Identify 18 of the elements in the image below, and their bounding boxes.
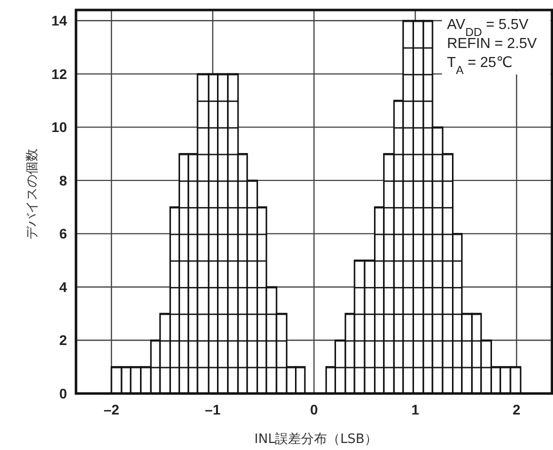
annotation: AV$_{DD}$ = 5.5V [447,17,529,38]
x-axis-title: INL誤差分布（LSB） [254,432,378,447]
annotation: T$_{A}$ = 25℃ [447,55,513,76]
x-tick-label: 1 [411,402,420,418]
y-axis-title: デバイスの個数 [25,148,40,240]
y-tick-label: 0 [59,385,68,402]
y-tick-label: 14 [51,12,68,29]
x-tick-label: 0 [310,402,318,418]
x-tick-label: –2 [104,402,120,418]
y-tick-label: 8 [59,172,68,188]
x-tick-label: –1 [204,402,221,418]
annotation: REFIN = 2.5V [447,36,538,52]
y-tick-label: 2 [59,332,68,348]
y-tick-label: 6 [59,226,68,242]
y-tick-label: 12 [51,66,68,82]
y-tick-label: 10 [51,119,68,136]
y-tick-label: 4 [59,278,68,295]
x-tick-label: 2 [512,402,521,418]
